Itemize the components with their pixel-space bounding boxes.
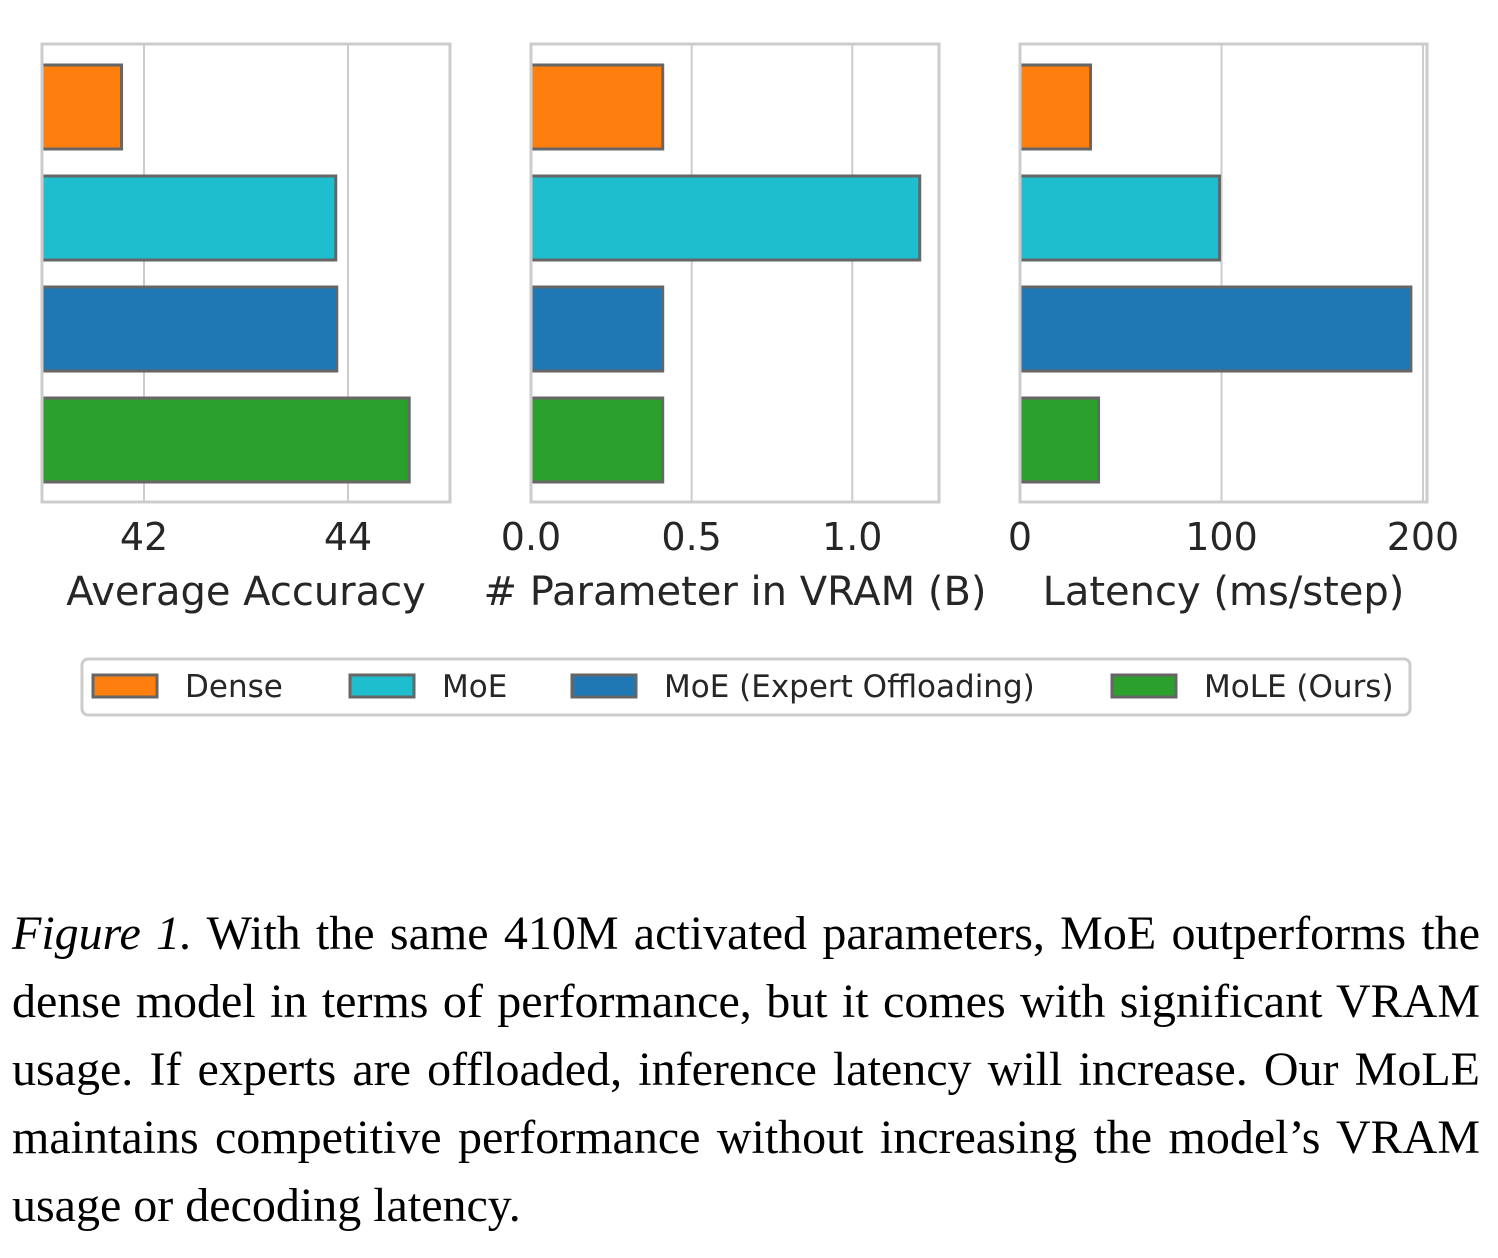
legend-label-mole-ours: MoLE (Ours)	[1204, 669, 1394, 705]
caption-text: With the same 410M activated parameters,…	[12, 907, 1481, 1232]
panel-3-tick-label-1: 100	[1185, 515, 1258, 559]
panel-3-bar-mole-ours	[1018, 396, 1101, 484]
panel-2-tick-label-2: 1.0	[822, 515, 882, 559]
panel-1-bar-dense	[40, 63, 124, 151]
caption-label: Figure 1.	[12, 907, 193, 960]
legend-swatch-mole-ours	[1110, 673, 1178, 699]
panel-1-tick-label-1: 44	[324, 515, 372, 559]
legend-label-moe: MoE	[442, 669, 507, 705]
panel-2-xlabel: # Parameter in VRAM (B)	[483, 569, 986, 615]
panel-3-bar-moe-expert-offloading	[1018, 285, 1413, 373]
panel-3-xlabel: Latency (ms/step)	[1043, 569, 1405, 615]
panel-2-tick-label-1: 0.5	[661, 515, 721, 559]
panel-1-bar-moe	[40, 174, 338, 262]
figure-caption: Figure 1. With the same 410M activated p…	[12, 900, 1480, 1240]
legend-label-moe-expert-offloading: MoE (Expert Offloading)	[664, 669, 1035, 705]
legend-label-dense: Dense	[185, 669, 283, 705]
panel-1-bar-mole-ours	[40, 396, 411, 484]
panel-1-tick-label-0: 42	[120, 515, 168, 559]
panel-2-bar-dense	[529, 63, 665, 151]
legend-swatch-moe-expert-offloading	[570, 673, 638, 699]
panel-2-bar-mole-ours	[529, 396, 665, 484]
panel-1-xlabel: Average Accuracy	[66, 569, 426, 615]
panel-3-bar-dense	[1018, 63, 1093, 151]
legend-swatch-moe	[348, 673, 416, 699]
panel-2-bar-moe-expert-offloading	[529, 285, 665, 373]
panel-3-frame	[1018, 42, 1429, 504]
panel-3-tick-label-2: 200	[1387, 515, 1460, 559]
panel-2-frame	[529, 42, 941, 504]
figure-chart: 42 44 Average Accuracy 0.0 0.5 1.0 # Parameter…	[40, 42, 1460, 717]
panel-3-bar-moe	[1018, 174, 1221, 262]
panel-2-tick-label-0: 0.0	[501, 515, 561, 559]
legend-swatch-dense	[91, 673, 159, 699]
panel-1-bar-moe-expert-offloading	[40, 285, 339, 373]
panel-3-tick-label-0: 0	[1008, 515, 1032, 559]
panel-1-frame	[40, 42, 452, 504]
panel-2-bar-moe	[529, 174, 922, 262]
legend-box	[80, 657, 1412, 717]
